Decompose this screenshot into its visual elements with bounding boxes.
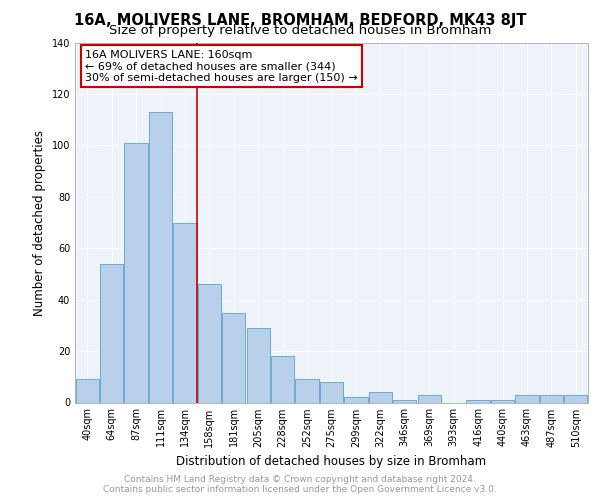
Bar — [515, 395, 539, 402]
Bar — [100, 264, 123, 402]
Text: Contains HM Land Registry data © Crown copyright and database right 2024.
Contai: Contains HM Land Registry data © Crown c… — [103, 474, 497, 494]
Bar — [247, 328, 270, 402]
Bar — [369, 392, 392, 402]
Bar — [466, 400, 490, 402]
Bar — [393, 400, 416, 402]
Bar — [124, 143, 148, 403]
Bar — [344, 398, 368, 402]
Text: Size of property relative to detached houses in Bromham: Size of property relative to detached ho… — [109, 24, 491, 37]
Bar — [295, 380, 319, 402]
Bar — [198, 284, 221, 403]
Bar — [540, 395, 563, 402]
Bar — [173, 222, 197, 402]
Y-axis label: Number of detached properties: Number of detached properties — [33, 130, 46, 316]
X-axis label: Distribution of detached houses by size in Bromham: Distribution of detached houses by size … — [176, 455, 487, 468]
Bar — [76, 380, 99, 402]
Text: 16A, MOLIVERS LANE, BROMHAM, BEDFORD, MK43 8JT: 16A, MOLIVERS LANE, BROMHAM, BEDFORD, MK… — [74, 12, 526, 28]
Bar — [222, 312, 245, 402]
Bar — [320, 382, 343, 402]
Text: 16A MOLIVERS LANE: 160sqm
← 69% of detached houses are smaller (344)
30% of semi: 16A MOLIVERS LANE: 160sqm ← 69% of detac… — [85, 50, 358, 83]
Bar — [418, 395, 441, 402]
Bar — [149, 112, 172, 403]
Bar — [271, 356, 294, 403]
Bar — [564, 395, 587, 402]
Bar — [491, 400, 514, 402]
